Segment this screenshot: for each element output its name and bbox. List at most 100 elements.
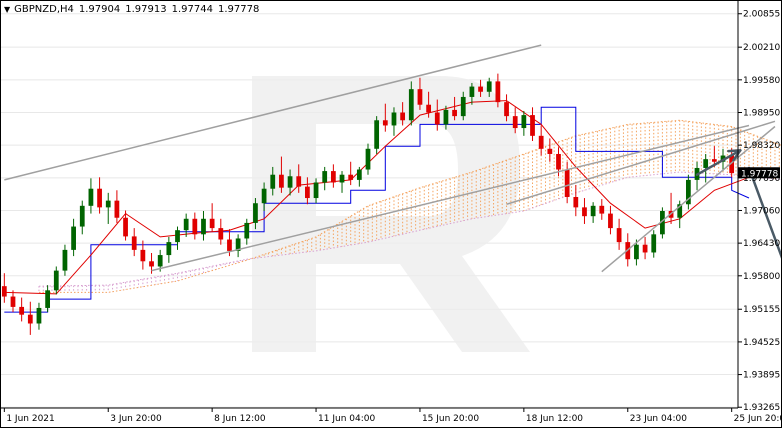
candle-body	[287, 176, 293, 188]
bearish-candle	[573, 185, 579, 217]
trendlines[interactable]	[4, 44, 776, 273]
bearish-candle	[711, 146, 717, 167]
bearish-candle	[27, 301, 33, 335]
candle-body	[495, 81, 501, 103]
bullish-candle	[486, 77, 492, 97]
bearish-candle	[131, 228, 137, 257]
y-tick-label: 1.98950	[743, 108, 780, 118]
candle-body	[313, 182, 319, 199]
candle-body	[608, 213, 613, 229]
candle-body	[175, 230, 180, 243]
candle-body	[642, 244, 648, 253]
bullish-candle	[313, 178, 319, 204]
y-tick-label: 1.99580	[743, 76, 780, 86]
candle-body	[192, 218, 198, 235]
forecast-arrow-shaft	[747, 166, 782, 262]
candle-body	[296, 176, 302, 187]
candle-body	[114, 200, 120, 218]
candle-body	[417, 89, 423, 105]
bullish-candle	[244, 218, 250, 245]
bearish-candle	[382, 103, 388, 132]
bearish-candle	[97, 177, 102, 214]
bearish-candle	[209, 203, 215, 232]
candle-body	[486, 81, 492, 92]
candle-body	[10, 296, 16, 307]
candle-body	[538, 135, 544, 149]
candle-body	[720, 155, 726, 162]
candle-body	[183, 218, 189, 231]
candle-body	[339, 174, 345, 183]
bullish-candle	[391, 107, 397, 136]
candle-body	[79, 205, 85, 227]
x-tick-label: 3 Jun 20:00	[110, 414, 162, 424]
bearish-candle	[530, 107, 535, 142]
triangle-down-icon[interactable]: ▼	[4, 5, 11, 14]
candle-body	[330, 171, 336, 183]
candle-body	[19, 306, 25, 315]
candle-body	[348, 174, 354, 180]
y-tick-label: 1.93895	[743, 371, 780, 381]
bullish-candle	[62, 244, 68, 276]
bullish-candle	[685, 174, 691, 210]
bullish-candle	[339, 171, 345, 193]
bearish-candle	[547, 138, 553, 162]
time-axis: 1 Jun 2021 3 Jun 20:00 8 Jun 12:00 11 Jun 0…	[3, 408, 782, 424]
x-tick-label: 25 Jun 20:00	[734, 414, 782, 424]
candle-body	[426, 104, 431, 113]
symbol-info-bar: ▼ GBPNZD,H4 1.97904 1.97913 1.97744 1.97…	[4, 3, 264, 17]
bullish-candle	[45, 285, 51, 313]
candle-body	[391, 112, 397, 126]
bullish-candle	[270, 166, 276, 196]
trendline	[4, 44, 542, 181]
grid	[0, 13, 738, 408]
candle-body	[504, 102, 509, 117]
x-tick-label: 23 Jun 04:00	[630, 414, 687, 424]
bullish-candle	[201, 210, 206, 241]
candle-body	[512, 116, 518, 129]
candle-body	[651, 234, 657, 253]
candle-body	[45, 290, 51, 308]
bearish-candle	[140, 240, 146, 270]
candle-body	[140, 249, 146, 262]
svg-text:1.97778: 1.97778	[741, 169, 778, 179]
candle-body	[166, 242, 172, 256]
bearish-candle	[400, 102, 406, 126]
candle-body	[556, 153, 561, 170]
bullish-candle	[235, 234, 241, 258]
trendline	[601, 125, 776, 273]
bearish-candle	[123, 210, 128, 241]
bearish-candle	[564, 161, 570, 204]
candle-body	[253, 203, 258, 223]
candle-body	[729, 155, 735, 174]
candle-body	[530, 115, 535, 136]
bullish-candle	[677, 200, 683, 229]
candle-body	[227, 239, 232, 251]
candle-body	[452, 109, 457, 117]
bullish-candle	[322, 166, 328, 191]
bearish-candle	[452, 96, 457, 121]
candle-body	[1, 286, 7, 297]
bearish-candle	[348, 161, 354, 186]
x-tick-label: 8 Jun 12:00	[214, 414, 266, 424]
candle-body	[270, 174, 276, 189]
bearish-candle	[10, 290, 16, 313]
candle-body	[590, 205, 596, 217]
candle-body	[374, 120, 380, 149]
candle-body	[443, 109, 449, 125]
bearish-candle	[296, 164, 302, 193]
bullish-candle	[694, 161, 700, 191]
candle-body	[322, 171, 328, 183]
bullish-candle	[521, 110, 527, 136]
bearish-candle	[478, 79, 483, 97]
bearish-candle	[192, 212, 198, 240]
candle-body	[382, 120, 388, 126]
current-price-tag: 1.97778	[738, 167, 780, 179]
bearish-candle	[582, 198, 587, 224]
bullish-candle	[79, 200, 85, 235]
bearish-candle	[417, 77, 423, 110]
bearish-candle	[538, 125, 544, 156]
bullish-candle	[634, 239, 639, 266]
bearish-candle	[495, 73, 501, 108]
y-tick-label: 1.95800	[743, 272, 780, 282]
